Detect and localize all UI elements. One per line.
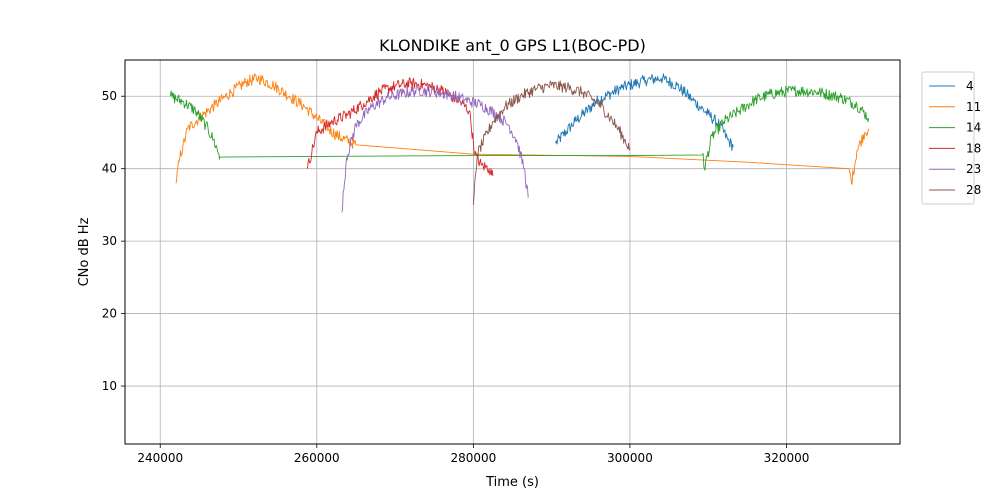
series-23-line: [341, 85, 529, 213]
y-axis-ticks: 10 20 30 40 50: [102, 89, 125, 393]
series-4-line: [555, 73, 734, 152]
y-tick-label: 50: [102, 89, 117, 103]
series-28-line: [472, 80, 631, 205]
x-axis-ticks: 240000 260000 280000 300000 320000: [137, 444, 809, 465]
y-axis-label: CNo dB Hz: [77, 217, 92, 286]
x-tick-label: 320000: [764, 451, 810, 465]
x-tick-label: 240000: [137, 451, 183, 465]
y-tick-label: 40: [102, 162, 117, 176]
x-axis-label: Time (s): [485, 475, 539, 490]
series-layer: [169, 73, 870, 213]
legend-label-14: 14: [966, 121, 981, 135]
chart-title: KLONDIKE ant_0 GPS L1(BOC-PD): [379, 36, 646, 56]
legend: 4 11 14 18 23 28: [921, 71, 981, 205]
y-gridlines: [125, 95, 900, 387]
series-18-line: [306, 77, 494, 176]
x-tick-label: 300000: [607, 451, 653, 465]
legend-label-4: 4: [966, 79, 974, 93]
x-tick-label: 260000: [294, 451, 340, 465]
legend-label-11: 11: [966, 100, 981, 114]
legend-label-28: 28: [966, 183, 981, 197]
legend-label-23: 23: [966, 162, 981, 176]
plot-frame: [124, 59, 901, 445]
x-gridlines: [159, 60, 787, 444]
y-tick-label: 20: [102, 307, 117, 321]
y-tick-label: 30: [102, 234, 117, 248]
series-14-line: [169, 85, 870, 171]
y-tick-label: 10: [102, 379, 117, 393]
series-11-line: [175, 73, 870, 185]
legend-label-18: 18: [966, 141, 981, 155]
x-tick-label: 280000: [450, 451, 496, 465]
legend-box: [921, 71, 975, 205]
